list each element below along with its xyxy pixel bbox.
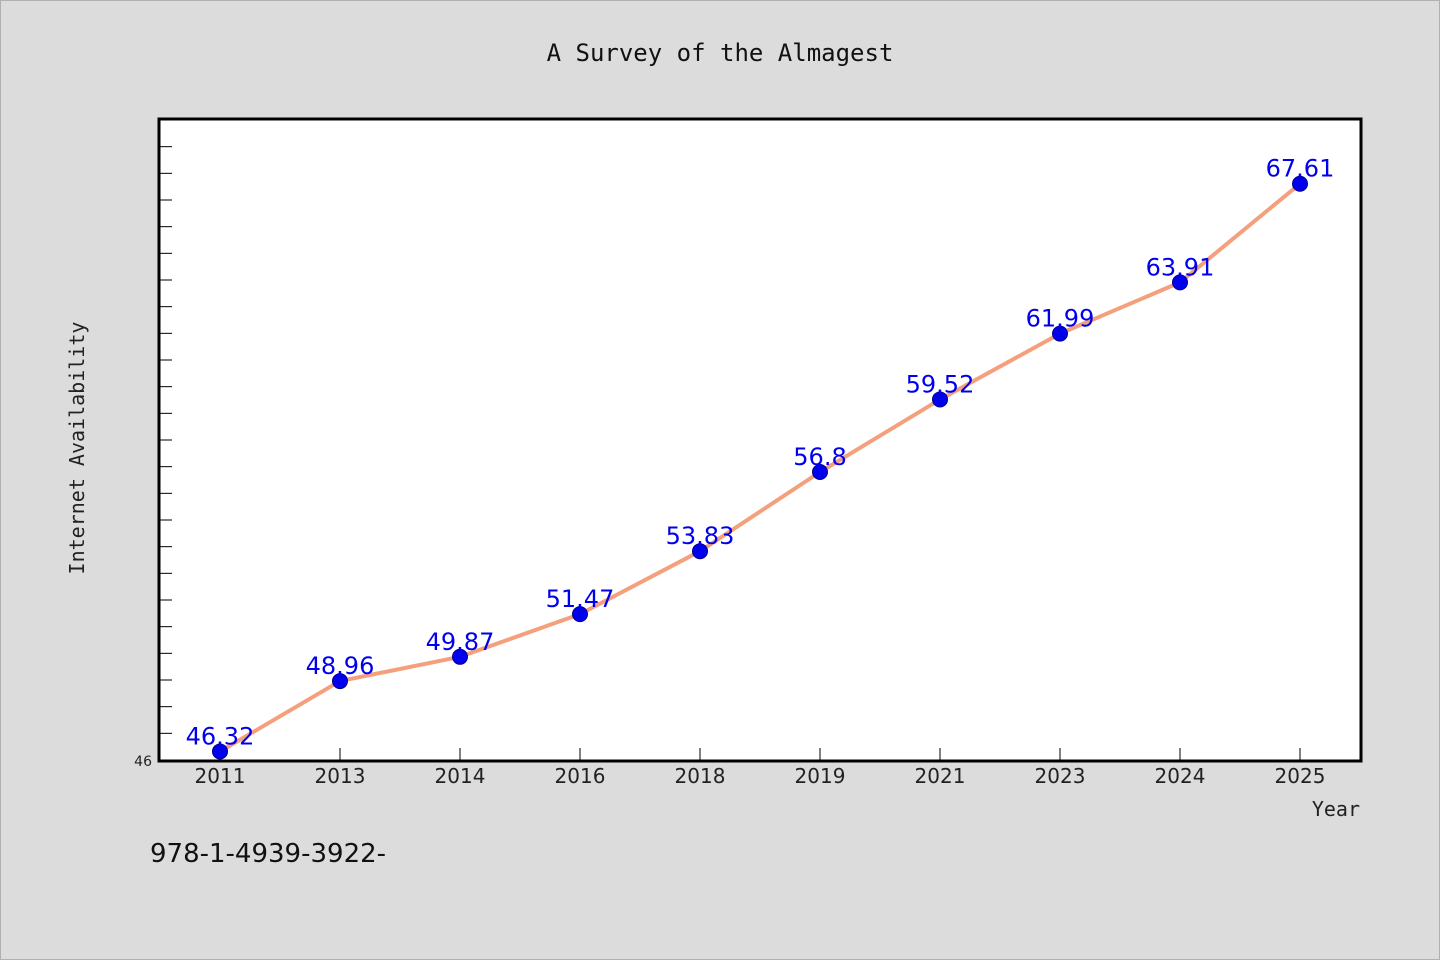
x-tick-label: 2024	[1155, 764, 1206, 788]
x-tick-label: 2011	[195, 764, 246, 788]
x-axis-ticks	[219, 748, 1301, 760]
data-point	[212, 743, 228, 760]
data-point	[1052, 325, 1068, 342]
x-tick-label: 2025	[1275, 764, 1326, 788]
data-label: 63.91	[1146, 253, 1215, 281]
data-label: 56.8	[793, 443, 846, 471]
x-axis-tick-labels: 2011 2013 2014 2016 2018 2019 2021 2023 2024 2025	[195, 764, 1326, 788]
data-point	[932, 391, 948, 408]
data-label: 59.52	[906, 370, 975, 398]
chart-title: A Survey of the Almagest	[547, 39, 894, 67]
y-axis-label: Internet Availability	[65, 322, 89, 575]
x-axis-label: Year	[1312, 797, 1360, 821]
x-tick-label: 2018	[675, 764, 726, 788]
data-point	[332, 673, 348, 690]
data-labels: 46.32 48.96 49.87 51.47 53.83 56.8 59.52 61.99 6…	[186, 155, 1335, 751]
data-label: 53.83	[666, 522, 735, 550]
data-point	[452, 648, 468, 665]
data-label: 67.61	[1266, 155, 1335, 183]
data-point	[1172, 274, 1188, 291]
data-point	[1292, 175, 1308, 192]
x-tick-label: 2019	[795, 764, 846, 788]
y-axis-ticks	[160, 119, 172, 761]
data-point	[812, 464, 828, 480]
x-tick-label: 2013	[315, 764, 366, 788]
y-tick-label: 46	[134, 754, 152, 770]
plot-area	[157, 117, 1363, 763]
data-label: 49.87	[426, 628, 495, 656]
data-label: 51.47	[546, 585, 615, 613]
x-tick-label: 2014	[435, 764, 486, 788]
data-point	[692, 543, 708, 560]
x-tick-label: 2023	[1035, 764, 1086, 788]
x-tick-label: 2021	[915, 764, 966, 788]
footer-text: 978-1-4939-3922-	[150, 839, 386, 869]
series-markers	[212, 175, 1308, 760]
data-label: 46.32	[186, 722, 255, 750]
data-label: 61.99	[1026, 305, 1095, 333]
series-line	[218, 182, 1302, 754]
data-point	[572, 606, 588, 623]
x-tick-label: 2016	[555, 764, 606, 788]
data-label: 48.96	[306, 652, 375, 680]
